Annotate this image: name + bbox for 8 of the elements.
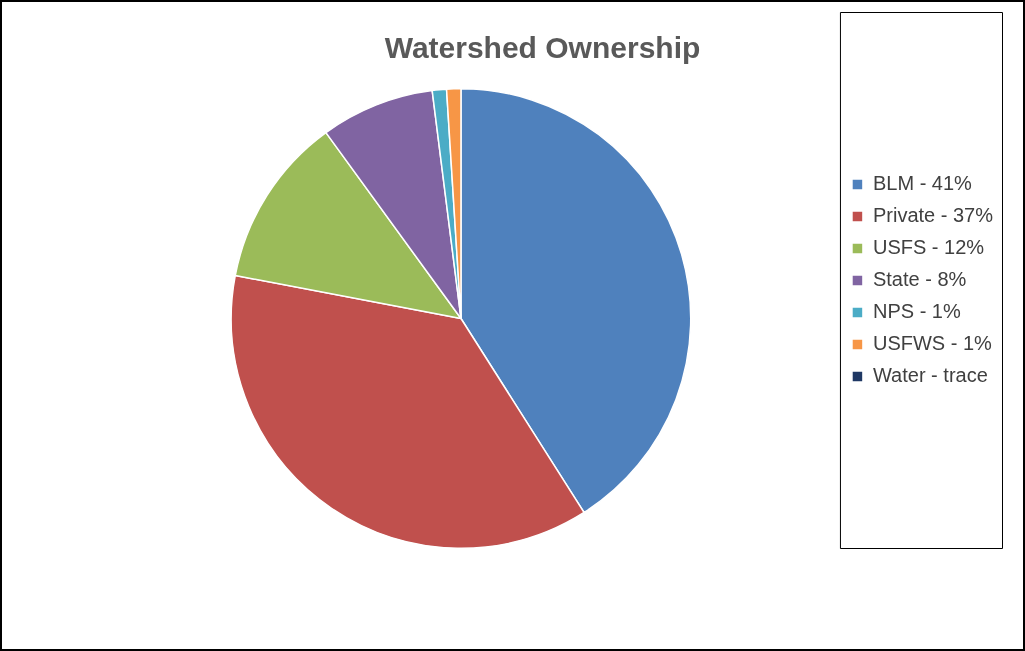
legend-label: State - 8% [872,268,967,291]
legend-label: NPS - 1% [872,300,961,323]
legend-label: USFWS - 1% [872,332,993,355]
legend-label: USFS - 12% [872,236,985,259]
text: Watershed Ownership [384,31,701,65]
legend-label: Water - trace [872,364,988,387]
legend-label: Private - 37% [872,204,994,227]
legend-label: BLM - 41% [872,172,973,195]
